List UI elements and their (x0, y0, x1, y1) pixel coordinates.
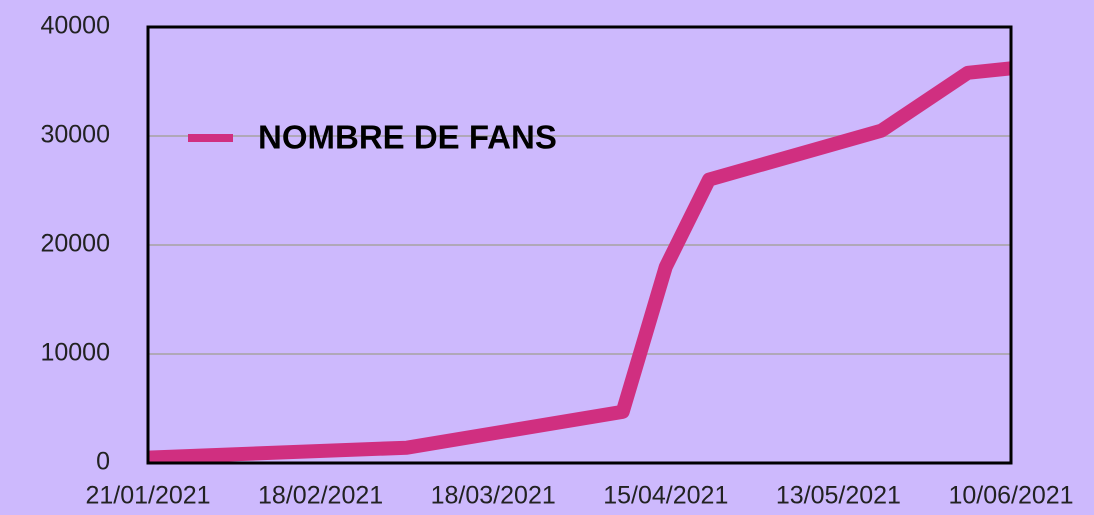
data-line (148, 61, 1011, 463)
x-tick-label: 18/03/2021 (431, 482, 556, 510)
y-tick-label: 40000 (40, 12, 110, 40)
x-tick-label: 10/06/2021 (948, 482, 1073, 510)
x-tick-label: 18/02/2021 (258, 482, 383, 510)
legend-label: NOMBRE DE FANS (258, 119, 557, 156)
plot-frame (146, 25, 1013, 465)
y-tick-label: 30000 (40, 121, 110, 149)
x-tick-label: 13/05/2021 (776, 482, 901, 510)
y-tick-label: 0 (96, 448, 110, 476)
x-tick-label: 21/01/2021 (85, 482, 210, 510)
y-tick-label: 20000 (40, 230, 110, 258)
y-tick-label: 10000 (40, 339, 110, 367)
x-tick-label: 15/04/2021 (603, 482, 728, 510)
